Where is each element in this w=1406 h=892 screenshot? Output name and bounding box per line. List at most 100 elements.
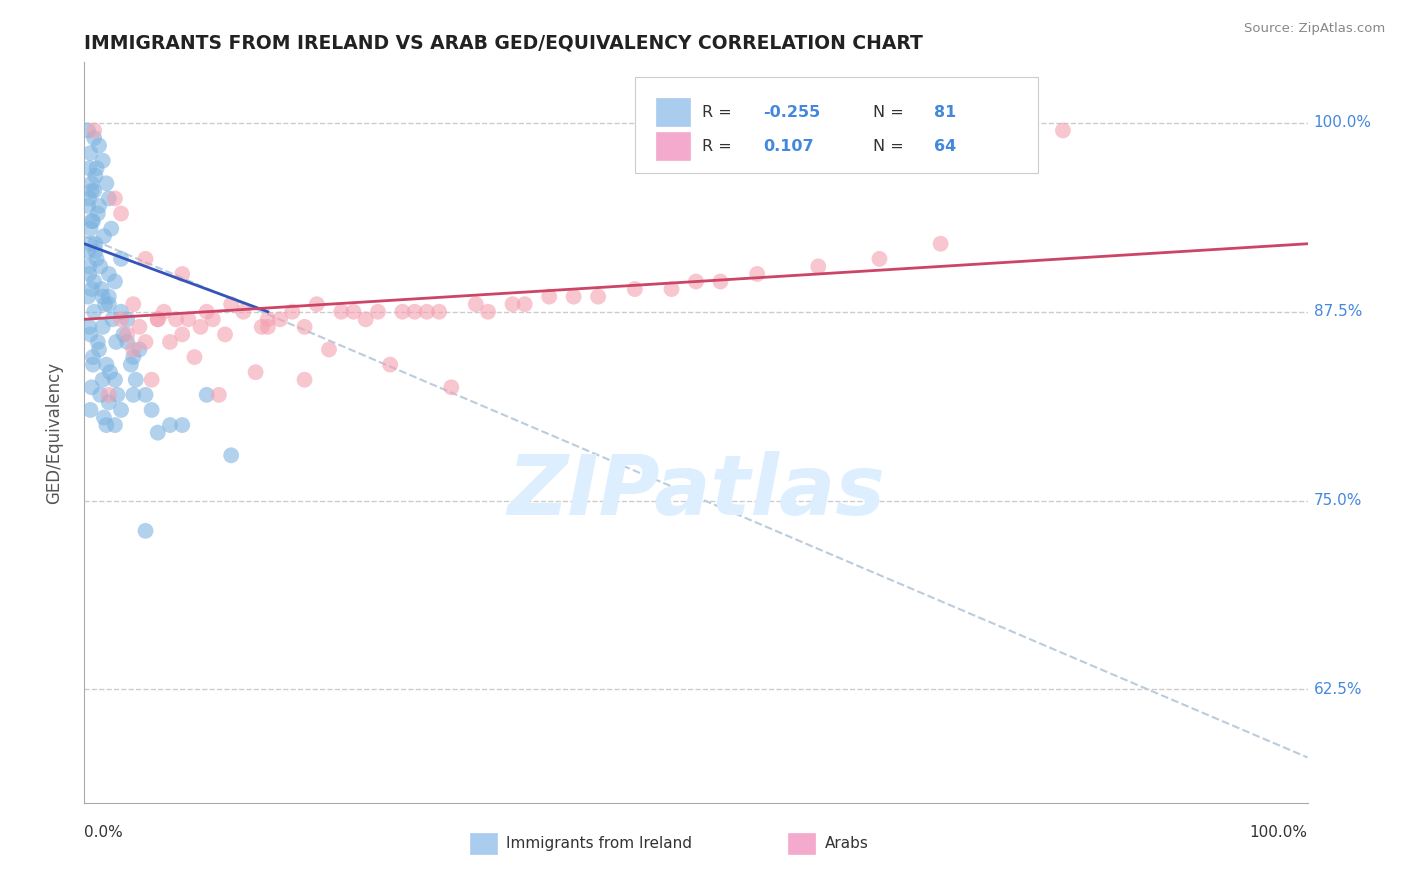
Point <box>104 275 127 289</box>
Point <box>294 319 316 334</box>
Text: 62.5%: 62.5% <box>1313 682 1362 697</box>
Point <box>477 304 499 318</box>
Point <box>97 388 120 402</box>
Point <box>661 282 683 296</box>
Point <box>172 418 194 433</box>
Point <box>89 260 111 274</box>
Point <box>77 319 100 334</box>
FancyBboxPatch shape <box>655 98 690 126</box>
Text: N =: N = <box>873 138 910 153</box>
Point <box>201 312 224 326</box>
Point <box>115 334 138 349</box>
Point <box>105 388 128 402</box>
Point <box>91 290 114 304</box>
Point <box>110 252 132 266</box>
Text: 64: 64 <box>935 138 956 153</box>
Point <box>80 214 103 228</box>
Point <box>128 319 150 334</box>
Point <box>104 373 127 387</box>
Point <box>94 297 117 311</box>
Point <box>80 177 103 191</box>
Point <box>747 267 769 281</box>
Point <box>77 161 100 176</box>
Point <box>214 327 236 342</box>
Text: -0.255: -0.255 <box>763 104 821 120</box>
Point <box>172 327 194 342</box>
Point <box>77 123 100 137</box>
Point <box>77 244 100 259</box>
Point <box>115 327 138 342</box>
Point <box>77 267 100 281</box>
Point <box>83 131 105 145</box>
Point <box>96 177 118 191</box>
Point <box>115 312 138 326</box>
Point <box>245 365 267 379</box>
Point <box>219 297 242 311</box>
Point <box>354 312 377 326</box>
Text: R =: R = <box>702 138 737 153</box>
Point <box>86 252 108 266</box>
Point <box>146 312 169 326</box>
Point <box>83 123 105 137</box>
Point <box>125 373 148 387</box>
Point <box>97 297 120 311</box>
Point <box>101 312 124 326</box>
Text: Immigrants from Ireland: Immigrants from Ireland <box>506 836 692 851</box>
Point <box>122 297 145 311</box>
Point <box>208 388 231 402</box>
Point <box>77 191 100 205</box>
FancyBboxPatch shape <box>787 833 814 854</box>
Point <box>122 388 145 402</box>
Point <box>135 252 157 266</box>
Point <box>342 304 364 318</box>
Point <box>330 304 353 318</box>
Point <box>195 304 218 318</box>
Point <box>87 138 110 153</box>
FancyBboxPatch shape <box>470 833 496 854</box>
Point <box>93 229 115 244</box>
Point <box>100 221 122 235</box>
Point <box>110 304 132 318</box>
Text: ZIPatlas: ZIPatlas <box>508 451 884 533</box>
Point <box>97 290 120 304</box>
Text: 0.0%: 0.0% <box>84 825 124 840</box>
Point <box>135 334 157 349</box>
Text: N =: N = <box>873 104 910 120</box>
Point <box>502 297 524 311</box>
Point <box>110 206 132 220</box>
Point <box>141 403 163 417</box>
Point <box>219 448 242 462</box>
Text: 87.5%: 87.5% <box>1313 304 1362 319</box>
Point <box>135 524 157 538</box>
FancyBboxPatch shape <box>636 78 1039 173</box>
Point <box>79 236 101 251</box>
Point <box>709 275 731 289</box>
Point <box>97 191 120 205</box>
Point <box>562 290 585 304</box>
Point <box>91 319 114 334</box>
Point <box>1052 123 1074 137</box>
Point <box>80 282 103 296</box>
Point <box>79 403 101 417</box>
Text: 100.0%: 100.0% <box>1313 115 1372 130</box>
Point <box>172 267 194 281</box>
Point <box>177 312 200 326</box>
Point <box>135 388 157 402</box>
Point <box>84 244 107 259</box>
Text: Arabs: Arabs <box>824 836 869 851</box>
Point <box>79 221 101 235</box>
Point <box>105 334 128 349</box>
Point <box>112 327 135 342</box>
Point <box>87 334 110 349</box>
Text: R =: R = <box>702 104 737 120</box>
Point <box>110 403 132 417</box>
Point <box>685 275 707 289</box>
Point <box>807 260 830 274</box>
Point <box>464 297 486 311</box>
Point <box>82 350 104 364</box>
Point <box>159 334 181 349</box>
Point <box>416 304 439 318</box>
Text: 75.0%: 75.0% <box>1313 493 1362 508</box>
Point <box>128 343 150 357</box>
Point <box>79 146 101 161</box>
